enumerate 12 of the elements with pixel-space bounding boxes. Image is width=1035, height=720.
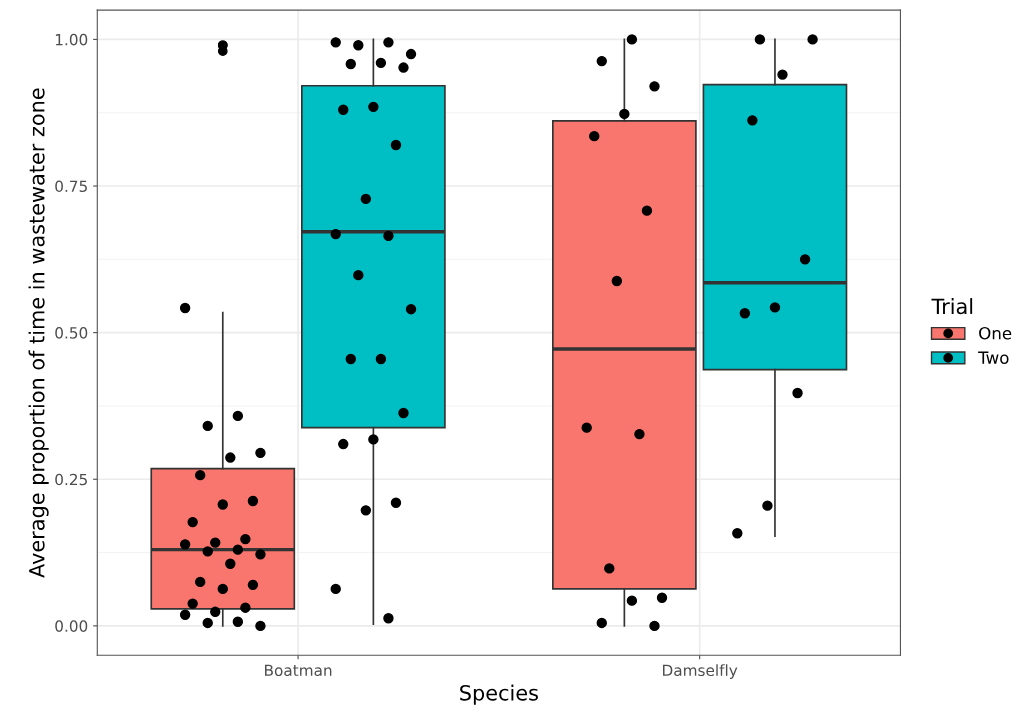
legend-label: Two [978,351,1009,364]
y-axis-title: Average proportion of time in wastewater zone [28,88,49,578]
y-tick-label: 0.50 [55,327,88,339]
y-tick-label: 0.25 [55,473,87,486]
legend-label: One [979,326,1012,340]
y-tick-label: 1.00 [55,33,88,46]
x-axis-title: Species [460,684,538,705]
y-tick-label: 0.75 [55,180,87,193]
y-tick-label: 0.00 [55,620,88,632]
x-tick-label: Boatman [265,664,332,677]
x-tick-label: Damselfly [663,664,738,680]
legend-title: Trial [931,298,973,315]
